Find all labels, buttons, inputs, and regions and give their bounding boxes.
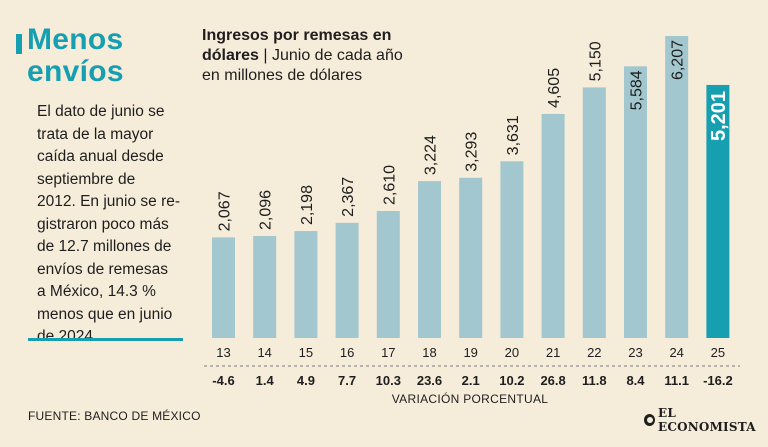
- bar: [706, 84, 730, 338]
- data-label: 2,610: [381, 165, 398, 205]
- sidebar-text-line: El dato de junio se: [37, 103, 165, 120]
- x-tick-label: 19: [463, 345, 477, 360]
- variation-label: 11.1: [664, 373, 689, 388]
- bar: [335, 222, 359, 338]
- logo-mark-icon: [644, 414, 655, 426]
- x-tick-label: 18: [422, 345, 436, 360]
- data-label: 3,293: [464, 132, 481, 172]
- sidebar-text-line: a México, 14.3 %: [37, 283, 156, 300]
- x-tick-label: 23: [628, 345, 642, 360]
- headline-line: envíos: [27, 55, 124, 88]
- sidebar-text-line: menos que en junio: [37, 305, 173, 323]
- data-label: 2,096: [258, 190, 275, 230]
- sidebar-text-line: envíos de remesas: [37, 260, 168, 278]
- logo-text: EL ECONOMISTA: [658, 406, 756, 434]
- sidebar-text-line: gistraron poco más: [37, 215, 169, 233]
- variation-label: -4.6: [212, 373, 234, 388]
- headline: Menos envíos: [27, 24, 177, 88]
- chart-title-block: Ingresos por remesas en dólares | Junio …: [202, 26, 403, 86]
- x-tick-label: 22: [587, 345, 601, 360]
- sidebar-text-line: 2012. En junio se re-: [37, 193, 181, 210]
- variation-label: 7.7: [338, 373, 356, 388]
- variation-label: 4.9: [297, 373, 315, 388]
- variation-label: 10.3: [376, 373, 401, 388]
- variation-label: 8.4: [626, 373, 645, 388]
- data-label: 5,584: [629, 70, 646, 110]
- bar: [418, 181, 441, 338]
- bar: [212, 237, 235, 338]
- x-tick-label: 24: [669, 345, 683, 360]
- chart-title: Ingresos por remesas en: [202, 27, 392, 44]
- bar: [541, 113, 565, 338]
- variation-label: 1.4: [256, 373, 275, 388]
- x-tick-label: 16: [340, 345, 354, 360]
- bar: [294, 231, 318, 338]
- bar: [459, 177, 483, 338]
- bar: [624, 66, 647, 339]
- publisher-logo: EL ECONOMISTA: [644, 406, 768, 434]
- sidebar-text-line: de 12.7 millones de: [37, 238, 172, 255]
- x-tick-label: 17: [381, 345, 395, 360]
- sidebar-text-line: caída anual desde: [37, 148, 164, 165]
- source-note: FUENTE: BANCO DE MÉXICO: [28, 409, 201, 423]
- bar: [582, 87, 606, 338]
- data-label: 3,631: [505, 115, 522, 155]
- variation-label: -16.2: [703, 373, 733, 388]
- variation-label: 2.1: [462, 373, 480, 388]
- bar: [376, 211, 400, 338]
- variation-label: 10.2: [499, 373, 524, 388]
- headline-accent-bar: [16, 34, 22, 54]
- data-label: 3,224: [423, 135, 440, 175]
- data-label: 5,201: [708, 91, 730, 141]
- variation-label: 11.8: [582, 373, 607, 388]
- chart-subtitle: dólares | Junio de cada año en millones d…: [202, 47, 403, 84]
- data-label: 4,605: [546, 68, 563, 108]
- bar: [500, 161, 524, 338]
- headline-line: Menos: [27, 23, 124, 56]
- data-label: 2,067: [217, 191, 234, 231]
- data-label: 5,150: [587, 41, 604, 81]
- x-tick-label: 25: [711, 345, 725, 360]
- bar: [253, 236, 277, 338]
- variation-label: 26.8: [540, 373, 565, 388]
- x-tick-label: 13: [216, 345, 230, 360]
- x-tick-label: 20: [505, 345, 519, 360]
- bar: [665, 36, 689, 338]
- variation-axis-label: VARIACIÓN PORCENTUAL: [392, 391, 548, 406]
- x-tick-label: 15: [299, 345, 313, 360]
- sidebar-divider: [28, 338, 183, 341]
- data-label: 2,367: [340, 177, 357, 217]
- data-label: 2,198: [299, 185, 316, 225]
- variation-label: 23.6: [417, 373, 442, 388]
- sidebar-text-line: trata de la mayor: [37, 125, 154, 143]
- x-tick-label: 21: [546, 345, 560, 360]
- x-tick-label: 14: [257, 345, 271, 360]
- sidebar-text-line: septiembre de: [37, 170, 136, 188]
- data-label: 6,207: [670, 40, 687, 80]
